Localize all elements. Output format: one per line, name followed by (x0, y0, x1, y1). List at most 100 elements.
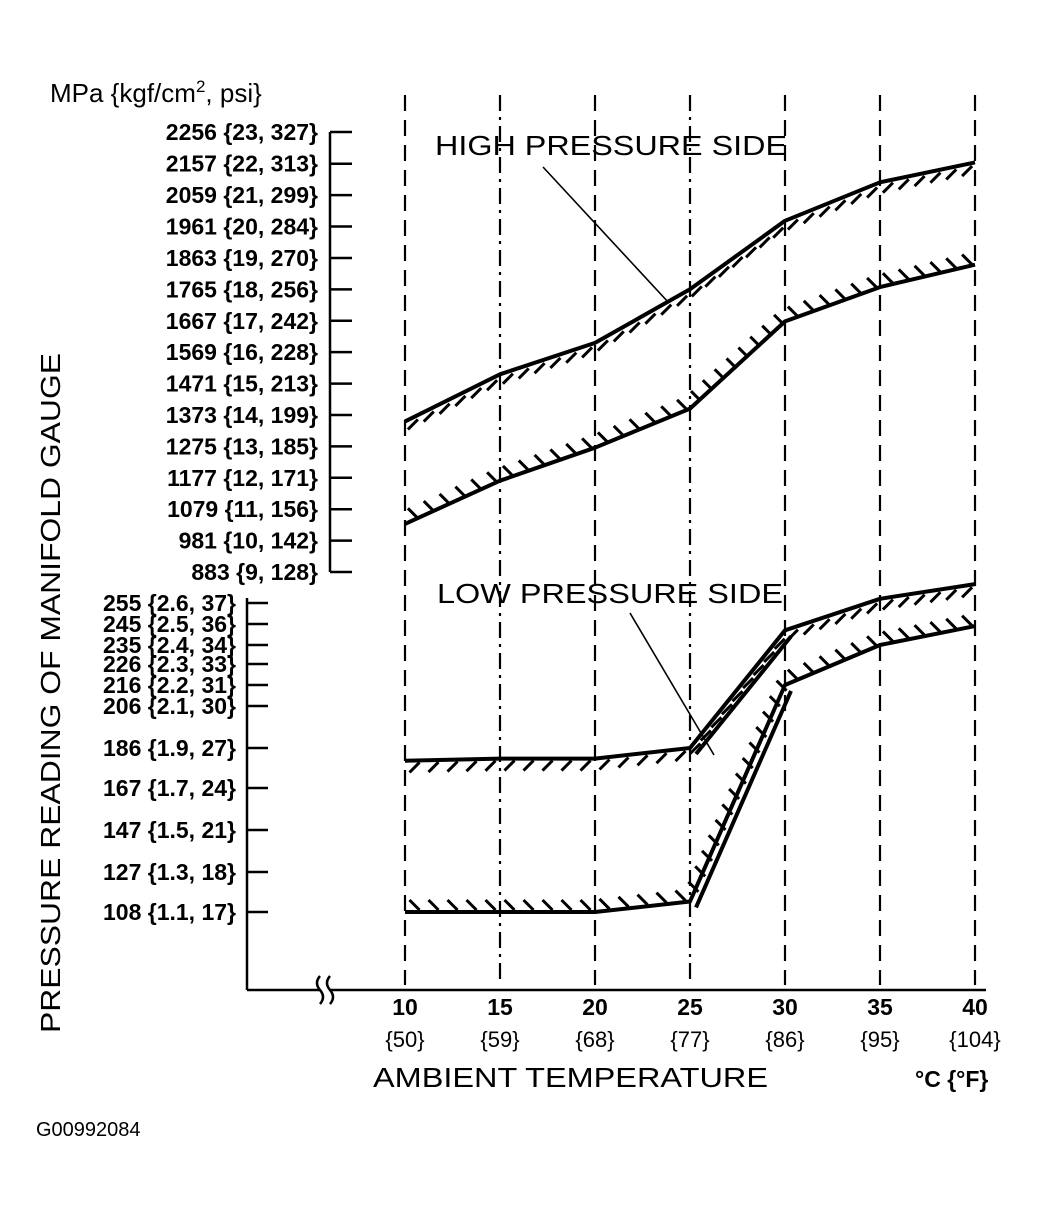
low-pressure-lower-hatch (945, 617, 958, 630)
low-side-tick-label: 147 {1.5, 21} (103, 817, 236, 843)
low-pressure-upper-hatch (427, 760, 440, 774)
low-pressure-upper-hatch (674, 750, 687, 763)
low-pressure-lower-hatch (636, 893, 649, 906)
x-axis-title: AMBIENT TEMPERATURE (373, 1062, 768, 1093)
low-pressure-upper-hatch (560, 759, 573, 772)
high-pressure-side-label: HIGH PRESSURE SIDE (435, 130, 787, 161)
low-side-tick-label: 226 {2.3, 33} (103, 651, 236, 677)
low-pressure-upper-hatch (636, 754, 649, 767)
low-pressure-lower-hatch (484, 898, 497, 912)
high-pressure-upper-hatch (731, 255, 744, 269)
high-pressure-upper-hatch (501, 372, 514, 385)
low-pressure-lower-hatch (881, 630, 894, 643)
low-pressure-upper-hatch (484, 759, 497, 772)
low-pressure-lower-hatch (721, 803, 734, 816)
low-pressure-lower-hatch (707, 834, 720, 847)
low-pressure-upper-hatch (818, 618, 831, 631)
high-pressure-upper-hatch (565, 351, 578, 364)
low-pressure-lower-hatch (786, 668, 799, 681)
axis-break-mark (315, 975, 335, 1005)
low-pressure-upper-hatch (731, 690, 744, 703)
low-side-tick-label: 186 {1.9, 27} (103, 735, 236, 761)
high-pressure-upper-hatch (422, 410, 435, 423)
high-side-tick-label: 1765 {18, 256} (166, 276, 318, 302)
low-side-tick-label: 206 {2.1, 30} (103, 693, 236, 719)
high-pressure-upper-hatch (758, 236, 771, 249)
high-pressure-lower-hatch (913, 264, 926, 277)
high-pressure-lower-hatch (713, 368, 726, 381)
x-tick-label-celsius: 40 (962, 994, 988, 1020)
high-pressure-lower-hatch (818, 294, 831, 307)
low-pressure-upper-hatch (579, 759, 592, 772)
high-pressure-lower-hatch (549, 448, 562, 461)
low-pressure-lower-hatch (929, 620, 942, 634)
high-pressure-lower-hatch (581, 437, 594, 450)
low-pressure-upper-hatch (655, 752, 668, 765)
high-pressure-lower-hatch (644, 411, 657, 424)
low-pressure-lower-hatch (748, 741, 761, 754)
high-side-unit-label: MPa {kgf/cm2, psi} (50, 77, 262, 108)
high-pressure-upper-hatch (533, 362, 546, 375)
low-pressure-lower-hatch (655, 891, 668, 904)
low-pressure-lower-hatch (541, 898, 554, 912)
high-pressure-upper-hatch (818, 205, 831, 218)
low-pressure-lower-hatch (850, 641, 863, 655)
low-pressure-upper-hatch (710, 716, 723, 729)
low-pressure-upper-hatch (752, 663, 765, 677)
low-pressure-lower-hatch (818, 655, 831, 668)
low-pressure-upper-hatch (961, 586, 974, 599)
low-pressure-upper-hatch (446, 760, 459, 773)
low-pressure-lower-hatch (734, 772, 747, 785)
low-pressure-upper-hatch (763, 650, 776, 664)
high-pressure-lower-hatch (897, 268, 910, 281)
high-side-tick-label: 1961 {20, 284} (166, 214, 318, 240)
low-pressure-lower-hatch (700, 849, 714, 862)
low-pressure-lower-hatch (598, 897, 611, 911)
low-pressure-leader-line (629, 612, 715, 756)
low-side-tick-label: 255 {2.6, 37} (103, 590, 236, 616)
high-pressure-lower-hatch (786, 305, 799, 318)
high-side-tick-label: 883 {9, 128} (191, 559, 318, 585)
high-pressure-lower-hatch (517, 459, 530, 472)
x-tick-label-fahrenheit: {104} (949, 1027, 1000, 1052)
low-side-axis: 108 {1.1, 17} 127 {1.3, 18} 147 {1.5, 21} 1… (103, 590, 268, 990)
high-pressure-lower-hatch (945, 257, 958, 270)
high-pressure-lower-hatch (773, 313, 786, 326)
low-pressure-lower-hatch (427, 898, 440, 912)
low-pressure-lower-hatch (961, 614, 974, 627)
high-pressure-lower-hatch (929, 260, 942, 274)
low-pressure-lower-hatch (714, 818, 727, 831)
x-unit-label: °C {°F} (915, 1066, 988, 1092)
high-pressure-lower-hatch (834, 288, 847, 301)
high-pressure-lower-curve (404, 262, 976, 526)
low-pressure-upper-hatch (522, 759, 535, 772)
low-pressure-lower-hatch (913, 624, 926, 637)
high-pressure-upper-hatch (929, 171, 942, 184)
low-pressure-lower-hatch (897, 627, 910, 640)
low-side-ticks: 108 {1.1, 17} 127 {1.3, 18} 147 {1.5, 21} 1… (103, 590, 268, 925)
high-pressure-upper-hatch (745, 246, 758, 259)
high-pressure-lower-hatch (454, 485, 467, 498)
low-pressure-transition-line (694, 635, 793, 756)
high-pressure-lower-hatch (406, 507, 419, 520)
low-pressure-upper-hatch (699, 729, 712, 742)
high-pressure-lower-hatch (701, 379, 714, 392)
low-pressure-upper-curve (404, 582, 976, 763)
high-side-tick-label: 2059 {21, 299} (166, 182, 318, 208)
high-pressure-upper-hatch (549, 356, 562, 370)
x-tick-label-fahrenheit: {68} (575, 1027, 614, 1052)
high-pressure-upper-hatch (438, 402, 451, 415)
low-side-tick-label: 235 {2.4, 34} (103, 632, 236, 658)
low-pressure-lower-hatch (446, 898, 459, 912)
high-pressure-lower-hatch (866, 276, 879, 290)
high-side-ticks: 883 {9, 128} 981 {10, 142} 1079 {11, 156} 1… (166, 119, 352, 585)
high-pressure-upper-hatch (786, 218, 799, 231)
high-pressure-upper-hatch (581, 346, 594, 359)
low-pressure-lower-hatch (775, 679, 788, 692)
low-pressure-upper-hatch (503, 759, 516, 772)
high-pressure-lower-hatch (612, 424, 625, 437)
low-pressure-upper-hatch (881, 598, 894, 611)
high-side-tick-label: 1079 {11, 156} (167, 496, 318, 522)
high-side-axis: 883 {9, 128} 981 {10, 142} 1079 {11, 156} 1… (166, 119, 352, 585)
x-tick-label-fahrenheit: {59} (480, 1027, 519, 1052)
